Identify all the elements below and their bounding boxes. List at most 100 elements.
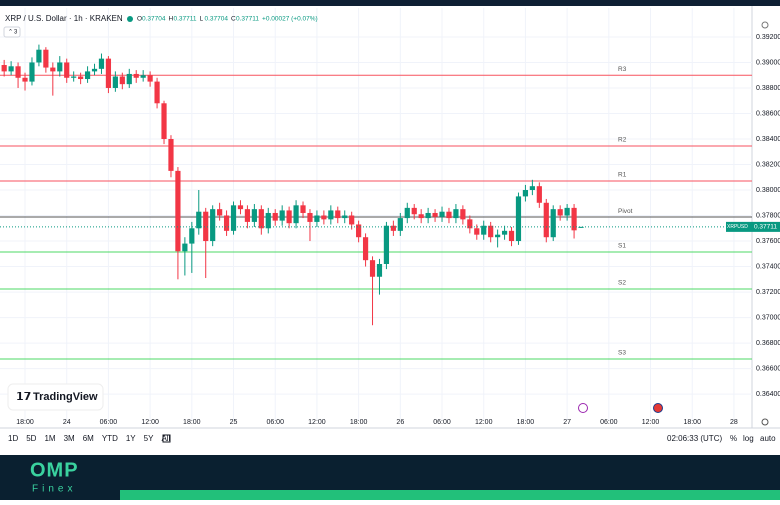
ohlc-value: 0.37704 (142, 16, 166, 23)
range-button[interactable]: 1Y (126, 434, 136, 443)
x-tick-label: 18:00 (683, 419, 701, 426)
brand-name: OMP (30, 459, 79, 481)
x-tick-label: 24 (63, 419, 71, 426)
candle-body (550, 209, 556, 238)
pivot-label: Pivot (618, 208, 633, 215)
range-button[interactable]: 1M (44, 434, 55, 443)
candle-body (258, 209, 264, 229)
y-tick-label: 0.38800 (756, 85, 780, 92)
y-tick-label: 0.36800 (756, 340, 780, 347)
candle-body (29, 62, 35, 82)
logo-mark: 𝟭𝟳 (16, 391, 31, 403)
flag-icon[interactable] (653, 403, 663, 413)
settings-icon[interactable] (761, 21, 769, 29)
range-button[interactable]: All (161, 434, 170, 443)
collapse-count: 3 (14, 30, 18, 36)
candle-body (119, 76, 125, 85)
calendar-icon[interactable] (162, 434, 171, 443)
collapse-arrow: ⌃ (8, 29, 13, 36)
y-tick-label: 0.36400 (756, 391, 780, 398)
candle-body (154, 81, 160, 104)
pivot-label: S1 (618, 243, 626, 250)
ohlc-change: +0.00027 (+0.07%) (262, 16, 318, 23)
clock: 02:06:33 (UTC) (667, 434, 722, 443)
candle-body (203, 211, 209, 242)
range-button[interactable]: 1D (8, 434, 18, 443)
top-bar (0, 0, 780, 6)
candle-body (543, 202, 549, 238)
candle-body (536, 186, 542, 203)
y-tick-label: 0.39200 (756, 34, 780, 41)
scale-option[interactable]: log (743, 434, 754, 443)
grid (0, 8, 752, 420)
candle-body (425, 212, 431, 219)
candle-body (467, 219, 473, 229)
x-tick-label: 25 (230, 419, 238, 426)
candle-body (168, 138, 174, 171)
candle-body (508, 230, 515, 242)
settings-icon[interactable] (761, 418, 769, 426)
x-tick-label: 27 (563, 419, 571, 426)
logo-text: TradingView (33, 391, 98, 403)
y-tick-label: 0.39000 (756, 59, 780, 66)
candle-body (237, 205, 244, 210)
candle-body (362, 237, 369, 261)
ohlc-key: L (200, 16, 204, 23)
collapse-button[interactable] (3, 26, 21, 38)
candle-body (15, 66, 21, 78)
x-tick-label: 12:00 (642, 419, 660, 426)
candle-body (147, 75, 153, 82)
candle-body (78, 76, 84, 80)
y-tick-label: 0.36600 (756, 365, 780, 372)
candle-body (369, 260, 376, 277)
candle-body (349, 215, 355, 225)
x-tick-label: 12:00 (475, 419, 493, 426)
candle-body (474, 228, 480, 235)
y-tick-label: 0.38000 (756, 187, 780, 194)
candle-body (196, 211, 202, 229)
pivot-label: R2 (618, 137, 627, 144)
candle-body (578, 226, 584, 228)
scale-option[interactable]: auto (760, 434, 776, 443)
ohlc-value: 0.37704 (205, 16, 229, 23)
candle-body (564, 207, 570, 216)
candle-body (98, 58, 105, 69)
y-tick-label: 0.38200 (756, 161, 780, 168)
pivot-label: S2 (618, 280, 626, 287)
candle-body (223, 215, 230, 231)
candle-body (8, 66, 14, 72)
event-icon[interactable] (578, 403, 588, 413)
candle-body (557, 209, 563, 216)
candle-body (488, 225, 494, 238)
y-tick-label: 0.37600 (756, 238, 780, 245)
candle-body (1, 65, 7, 72)
candle-body (210, 209, 216, 242)
y-tick-label: 0.38600 (756, 110, 780, 117)
candle-body (133, 73, 139, 78)
range-button[interactable]: YTD (102, 434, 118, 443)
ohlc-key: H (169, 16, 174, 23)
candle-body (460, 209, 466, 220)
ohlc-value: 0.37711 (174, 16, 197, 23)
toolbar: 1D 5D 1M 3M 6M YTD 1Y 5Y All% log auto (8, 434, 776, 443)
candle-body (161, 103, 167, 139)
range-button[interactable]: 5D (26, 434, 36, 443)
y-tick-label: 0.37400 (756, 263, 780, 270)
range-button[interactable]: 3M (64, 434, 75, 443)
candle-body (522, 190, 529, 197)
candle-body (43, 49, 49, 68)
ohlc: O 0.37704 H 0.37711 L 0.37704 C 0.37711 +0.00027… (137, 16, 318, 23)
range-button[interactable]: 5Y (144, 434, 154, 443)
candle-body (418, 214, 424, 219)
range-button[interactable]: 6M (83, 434, 94, 443)
candle-body (230, 205, 237, 231)
candle-body (251, 209, 257, 222)
x-tick-label: 12:00 (308, 419, 326, 426)
candle-body (390, 225, 396, 231)
scale-option[interactable]: % (730, 434, 737, 443)
candle-body (189, 228, 195, 244)
candle-body (529, 186, 535, 191)
brand-sub: Finex (32, 484, 76, 495)
